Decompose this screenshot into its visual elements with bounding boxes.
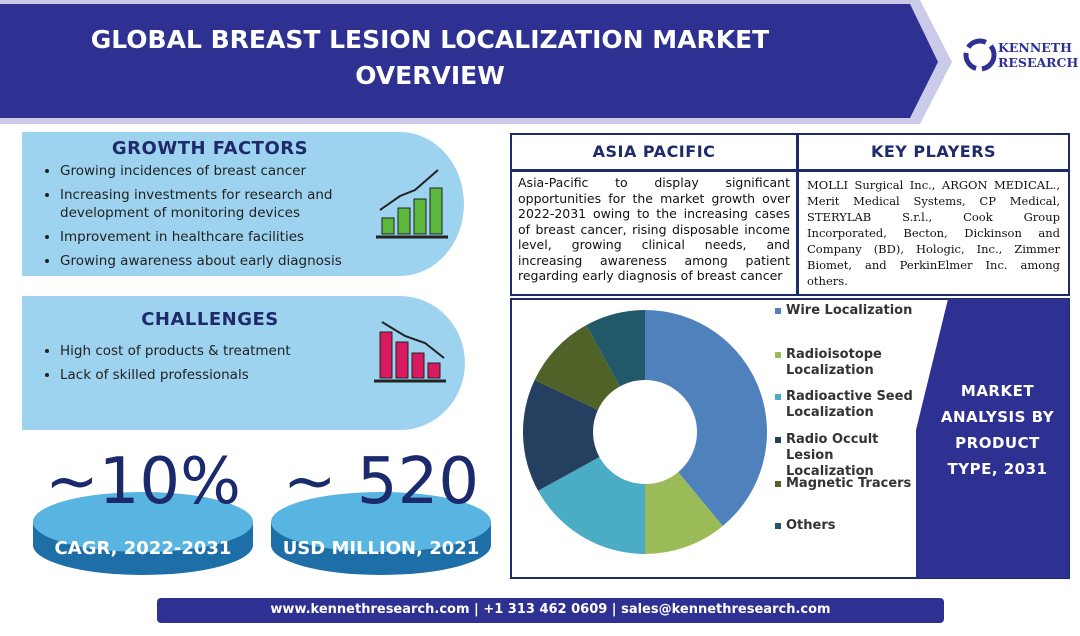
legend-swatch [775,481,781,487]
list-item: Growing incidences of breast cancer [60,162,350,180]
footer-bar [157,598,944,623]
donut-segment [645,472,723,554]
list-item: High cost of products & treatment [60,342,360,360]
legend-swatch [775,394,781,400]
donut-segment [645,310,768,527]
legend-swatch [775,437,781,443]
list-item: Increasing investments for research and … [60,186,350,222]
legend-label: Radioactive Seed Localization [786,389,913,420]
stat-cylinders [33,492,491,575]
donut-segment [586,310,645,387]
list-item: Improvement in healthcare facilities [60,228,350,246]
legend-swatch [775,352,781,358]
list-item: Lack of skilled professionals [60,366,360,384]
logo-icon [963,38,997,72]
challenges-title: CHALLENGES [141,309,279,330]
legend-label: Magnetic Tracers [786,476,912,491]
logo-text: RESEARCH [998,55,1079,70]
legend-label: Wire Localization [786,303,913,318]
footer: www.kennethresearch.com | +1 313 462 060… [270,602,831,617]
asia-title: ASIA PACIFIC [510,133,798,171]
challenge-panel [22,296,465,430]
title: GLOBAL BREAST LESION LOCALIZATION MARKET… [90,25,770,90]
legend-swatch [775,523,781,529]
players-title: KEY PLAYERS [797,133,1070,171]
stat-label: CAGR, 2022-2031 [54,538,232,559]
stat-label: USD MILLION, 2021 [282,538,480,559]
banner [0,4,938,118]
legend-item: Radioactive Seed Localization [775,389,915,421]
logo: KENNETH RESEARCH [998,40,1078,70]
legend-label: Others [786,518,836,533]
growth-panel [22,132,464,276]
donut-segment [523,380,600,491]
legend-swatch [775,308,781,314]
growth-list: Growing incidences of breast cancer Incre… [38,162,350,276]
donut-segment [534,325,620,410]
legend-label: Radio Occult Lesion Localization [786,432,879,479]
legend-label: Radioisotope Localization [786,347,882,378]
legend-item: Others [775,518,915,534]
chart-title-panel [916,299,1069,578]
stat-value: ~ 520 [282,445,480,519]
asia-text: Asia-Pacific to display significant oppo… [510,170,798,296]
legend-item: Magnetic Tracers [775,476,915,492]
stat-value: ~10% [45,445,241,519]
donut [523,310,768,554]
legend-item: Radio Occult Lesion Localization [775,432,915,480]
growth-title: GROWTH FACTORS [111,138,309,159]
growth-icon [376,169,448,239]
donut-segment [538,457,645,554]
decline-icon [374,321,446,383]
players-text: MOLLI Surgical Inc., ARGON MEDICAL., Mer… [797,170,1070,296]
challenges-list: High cost of products & treatment Lack of… [38,342,360,390]
chart-title: MARKET ANALYSIS BY PRODUCT TYPE, 2031 [940,382,1055,478]
logo-text: KENNETH [998,40,1072,55]
legend-item: Wire Localization [775,303,915,319]
list-item: Growing awareness about early diagnosis [60,252,350,270]
legend-item: Radioisotope Localization [775,347,915,379]
